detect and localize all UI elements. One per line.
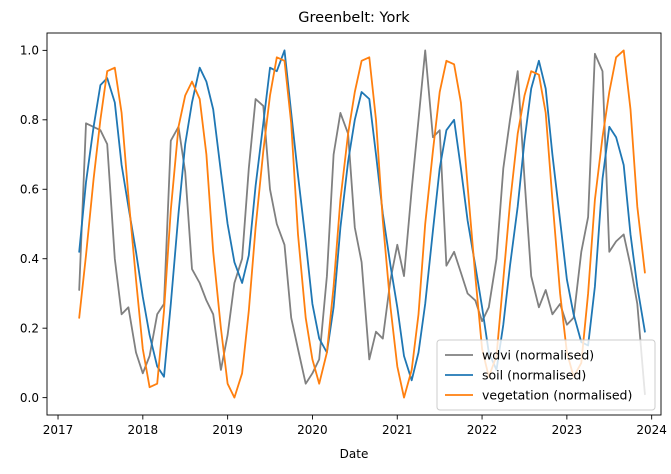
- legend: wdvi (normalised) soil (normalised) vegeta…: [436, 339, 656, 411]
- y-tick-label: 0.4: [20, 252, 39, 266]
- y-tick-label: 0.6: [20, 183, 39, 197]
- x-tick-label: 2020: [297, 423, 328, 437]
- y-axis: 0.0 0.2 0.4 0.6 0.8 1.0: [20, 44, 47, 405]
- legend-label-1: soil (normalised): [482, 368, 586, 383]
- legend-label-2: vegetation (normalised): [482, 388, 632, 403]
- x-axis-title: Date: [340, 447, 369, 461]
- x-tick-label: 2018: [128, 423, 159, 437]
- legend-box: [436, 339, 656, 411]
- chart-title: Greenbelt: York: [298, 10, 410, 26]
- y-tick-label: 1.0: [20, 44, 39, 58]
- plot-area-frame: [46, 32, 662, 416]
- x-tick-label: 2017: [43, 423, 74, 437]
- series-line-2: [78, 49, 646, 399]
- x-tick-label: 2023: [552, 423, 583, 437]
- y-tick-label: 0.8: [20, 113, 39, 127]
- series-line-1: [78, 49, 646, 382]
- y-tick-label: 0.0: [20, 391, 39, 405]
- x-tick-label: 2024: [636, 423, 667, 437]
- x-tick-label: 2022: [467, 423, 498, 437]
- series-line-0: [78, 49, 646, 396]
- series-layer: [78, 49, 646, 399]
- legend-label-0: wdvi (normalised): [482, 348, 594, 363]
- x-tick-label: 2021: [382, 423, 413, 437]
- y-tick-label: 0.2: [20, 321, 39, 335]
- x-tick-label: 2019: [212, 423, 243, 437]
- x-axis: 2017 2018 2019 2020 2021 2022 2023 2024: [43, 415, 667, 437]
